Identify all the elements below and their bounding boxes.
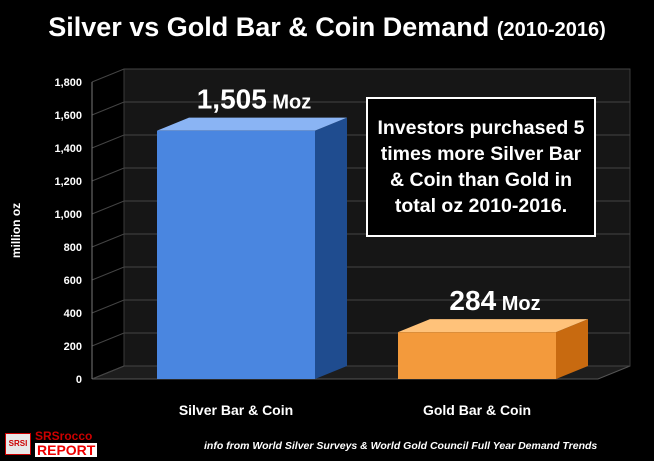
title-period: (2010-2016) — [496, 19, 606, 41]
logo-line1: SRSrocco — [35, 429, 93, 443]
y-tick-label: 0 — [76, 374, 82, 386]
logo-badge: SRSI — [5, 433, 31, 455]
callout-text: Investors purchased 5 times more Silver … — [377, 117, 585, 217]
callout-box: Investors purchased 5 times more Silver … — [366, 97, 596, 237]
srsrocco-logo: SRSI SRSrocco REPORT — [5, 430, 105, 458]
y-tick-label: 400 — [64, 308, 82, 320]
bar-side — [556, 319, 588, 379]
bar-top — [157, 117, 347, 131]
y-tick-label: 1,400 — [54, 143, 82, 155]
bar-top — [398, 319, 588, 333]
bar-side — [315, 117, 347, 380]
data-label: 284 Moz — [449, 285, 540, 316]
y-tick-label: 800 — [64, 242, 82, 254]
bar — [157, 130, 315, 379]
gridline — [91, 68, 630, 83]
y-tick-label: 1,000 — [54, 209, 82, 221]
logo-line2: REPORT — [35, 442, 98, 458]
gridline — [91, 266, 630, 281]
data-label: 1,505 Moz — [197, 84, 312, 115]
x-category-label: Silver Bar & Coin — [179, 402, 293, 418]
y-tick-label: 200 — [64, 341, 82, 353]
chart-title: Silver vs Gold Bar & Coin Demand (2010-2… — [0, 12, 654, 43]
y-tick-label: 1,200 — [54, 176, 82, 188]
source-note: info from World Silver Surveys & World G… — [204, 440, 598, 452]
y-tick-label: 1,800 — [54, 77, 82, 89]
x-category-label: Gold Bar & Coin — [423, 402, 531, 418]
y-axis-label: million oz — [9, 203, 23, 258]
y-tick-label: 600 — [64, 275, 82, 287]
gridline — [91, 299, 630, 314]
title-main: Silver vs Gold Bar & Coin Demand — [48, 12, 490, 42]
bar — [398, 332, 556, 379]
y-tick-label: 1,600 — [54, 110, 82, 122]
